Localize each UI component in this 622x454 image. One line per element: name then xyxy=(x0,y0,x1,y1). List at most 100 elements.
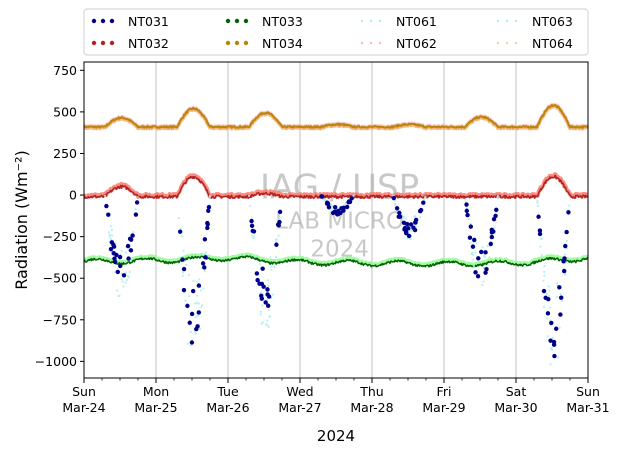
point-nt061 xyxy=(203,269,207,272)
point-nt031 xyxy=(402,225,408,231)
point-nt061 xyxy=(127,276,131,279)
point-nt031 xyxy=(548,338,553,343)
point-nt061 xyxy=(475,241,478,244)
point-nt061 xyxy=(124,271,128,274)
series-nt034-line xyxy=(84,104,588,129)
point-nt031 xyxy=(259,293,264,299)
point-nt031 xyxy=(408,222,414,227)
x-tick-label-date: Mar-28 xyxy=(350,400,393,415)
point-nt061 xyxy=(563,253,566,256)
point-nt061 xyxy=(181,271,185,274)
point-nt061 xyxy=(259,291,262,295)
point-nt061 xyxy=(551,348,554,351)
point-nt031 xyxy=(406,226,411,231)
legend-label: NT031 xyxy=(128,14,169,29)
point-nt061 xyxy=(469,241,472,244)
point-nt061 xyxy=(471,251,474,255)
point-nt061 xyxy=(472,265,476,269)
point-nt061 xyxy=(103,194,107,197)
legend-label: NT033 xyxy=(262,14,303,29)
point-nt061 xyxy=(277,217,281,220)
x-tick-label-day: Fri xyxy=(437,384,452,399)
legend-entry-nt061: NT061 xyxy=(360,14,437,29)
point-nt031 xyxy=(541,288,547,294)
point-nt061 xyxy=(549,306,552,309)
legend-marker xyxy=(378,19,382,23)
point-nt061 xyxy=(551,337,554,340)
point-nt031 xyxy=(180,257,185,262)
point-nt061 xyxy=(125,278,129,281)
point-nt061 xyxy=(273,265,276,269)
point-nt061 xyxy=(184,299,187,302)
point-nt031 xyxy=(177,229,183,234)
point-nt031 xyxy=(467,235,473,240)
point-nt061 xyxy=(424,196,427,199)
point-nt061 xyxy=(563,273,567,276)
point-nt031 xyxy=(494,207,499,213)
legend-marker xyxy=(234,18,240,24)
point-nt031 xyxy=(249,223,255,228)
point-nt031 xyxy=(249,218,254,224)
point-nt061 xyxy=(120,277,123,281)
point-nt031 xyxy=(205,225,210,231)
point-nt061 xyxy=(189,344,192,347)
y-axis-label: Radiation (Wm⁻²) xyxy=(12,150,31,289)
point-nt061 xyxy=(543,265,546,268)
point-nt061 xyxy=(185,263,188,267)
point-nt031 xyxy=(562,268,567,274)
point-nt031 xyxy=(493,213,498,219)
point-nt031 xyxy=(479,249,484,255)
point-nt031 xyxy=(473,270,478,275)
point-nt031 xyxy=(411,225,416,230)
point-nt031 xyxy=(476,256,481,261)
point-nt031 xyxy=(319,194,324,199)
point-nt061 xyxy=(486,244,489,247)
x-tick-label-date: Mar-31 xyxy=(566,400,609,415)
point-nt061 xyxy=(393,202,397,205)
point-nt031 xyxy=(255,277,260,283)
point-nt031 xyxy=(483,250,488,255)
y-tick-label: −500 xyxy=(43,271,77,286)
point-nt031 xyxy=(260,266,265,271)
legend-marker xyxy=(505,41,509,45)
series-nt062-line xyxy=(84,172,588,199)
point-nt061 xyxy=(179,227,182,230)
y-tick-label: 250 xyxy=(53,146,77,161)
point-nt031 xyxy=(112,256,117,261)
point-nt061 xyxy=(543,270,546,274)
x-axis-label: 2024 xyxy=(317,427,355,445)
point-nt061 xyxy=(110,228,114,231)
point-nt031 xyxy=(483,270,488,275)
point-nt031 xyxy=(551,342,557,347)
point-nt061 xyxy=(559,292,562,296)
point-nt061 xyxy=(266,319,269,322)
legend-entry-nt064: NT064 xyxy=(496,36,573,51)
point-nt061 xyxy=(547,294,551,297)
point-nt031 xyxy=(325,201,331,206)
legend-entry-nt062: NT062 xyxy=(360,36,437,51)
legend: NT031 NT032 NT033 NT034 NT061 NT062 NT063 NT064 xyxy=(83,8,589,56)
point-nt031 xyxy=(554,326,559,331)
point-nt061 xyxy=(330,208,333,211)
point-nt031 xyxy=(464,208,470,214)
point-nt031 xyxy=(421,200,426,205)
point-nt031 xyxy=(266,294,272,299)
point-nt031 xyxy=(189,311,195,317)
point-nt061 xyxy=(541,237,544,240)
point-nt031 xyxy=(133,212,139,217)
point-nt031 xyxy=(543,295,548,300)
y-tick-label: 500 xyxy=(53,104,77,119)
point-nt061 xyxy=(473,251,477,254)
point-nt061 xyxy=(192,279,195,282)
point-nt031 xyxy=(206,208,211,213)
point-nt061 xyxy=(405,237,409,240)
point-nt061 xyxy=(261,304,264,307)
point-nt061 xyxy=(277,234,280,237)
point-nt031 xyxy=(259,281,265,287)
point-nt061 xyxy=(254,255,257,258)
legend-entry-nt032: NT032 xyxy=(91,36,169,51)
legend-marker xyxy=(496,41,500,45)
point-nt031 xyxy=(344,204,350,210)
point-nt031 xyxy=(545,311,551,316)
legend-label: NT064 xyxy=(532,36,573,51)
